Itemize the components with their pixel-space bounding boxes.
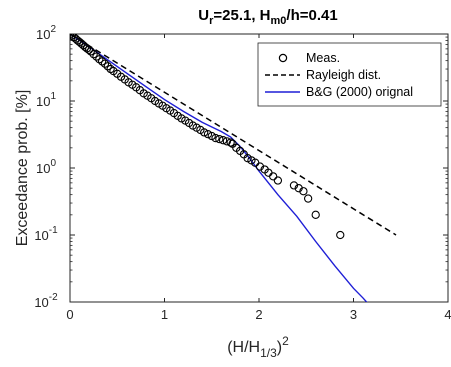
title-part: U [198, 7, 209, 24]
legend-marker-meas [278, 53, 288, 63]
y-tick-exponent: -1 [49, 225, 58, 236]
meas-point [222, 137, 232, 146]
y-tick-base: 10 [34, 295, 48, 310]
legend-label-rayleigh: Rayleigh dist. [306, 68, 381, 82]
title-part: /h=0.41 [286, 7, 337, 24]
y-tick-base: 10 [36, 161, 50, 176]
meas-point [218, 136, 228, 145]
meas-point [273, 176, 283, 185]
y-axis-label: Exceedance prob. [%] [14, 90, 31, 247]
meas-point [299, 187, 308, 196]
x-tick-label: 0 [66, 307, 73, 322]
legend-label-bg2000: B&G (2000) orignal [306, 85, 413, 99]
meas-point [200, 128, 209, 137]
y-tick-label: 102 [36, 24, 56, 42]
meas-point [269, 172, 278, 181]
xlabel-part: (H/H [227, 339, 260, 356]
meas-point [89, 50, 98, 59]
meas-point [289, 181, 299, 190]
legend-label-meas: Meas. [306, 51, 340, 65]
series-layer [70, 34, 397, 302]
x-tick-label: 3 [350, 307, 357, 322]
x-tick-label: 2 [255, 307, 262, 322]
y-tick-label: 10-2 [34, 292, 58, 310]
meas-point [203, 129, 213, 139]
y-tick-exponent: 1 [50, 91, 56, 102]
title-part: m0 [271, 15, 287, 27]
legend-box [257, 42, 442, 107]
y-tick-base: 10 [36, 27, 50, 42]
x-tick-labels: 0 1 2 3 4 [66, 307, 451, 322]
x-tick-label: 1 [161, 307, 168, 322]
legend: Meas. Rayleigh dist. B&G (2000) orignal [257, 42, 442, 107]
xlabel-part: 1/3 [260, 346, 277, 360]
meas-point [103, 62, 112, 71]
y-tick-label: 101 [36, 91, 56, 109]
series-rayleigh-line [70, 34, 397, 236]
meas-point [86, 47, 95, 56]
x-axis-label: (H/H1/3)2 [227, 334, 289, 360]
meas-point [215, 134, 224, 144]
meas-point [211, 133, 220, 143]
xlabel-part: ) [277, 339, 282, 356]
meas-point [84, 45, 94, 54]
meas-point [311, 210, 320, 219]
meas-point [303, 194, 313, 203]
y-tick-label: 10-1 [34, 225, 58, 243]
meas-point [92, 52, 101, 61]
y-tick-exponent: 2 [50, 24, 56, 35]
y-tick-base: 10 [34, 228, 48, 243]
meas-point [336, 230, 345, 240]
y-tick-base: 10 [36, 94, 50, 109]
title-part: =25.1, H [213, 7, 270, 24]
x-tick-label: 4 [444, 307, 451, 322]
meas-point [100, 59, 110, 68]
xlabel-part: 2 [282, 334, 289, 348]
y-tick-exponent: -2 [49, 292, 58, 303]
meas-point [255, 162, 265, 171]
title-part: r [209, 15, 214, 27]
chart-title: Ur=25.1, Hm0/h=0.41 [198, 7, 337, 27]
meas-point [226, 138, 235, 147]
y-tick-exponent: 0 [50, 158, 56, 169]
y-tick-label: 100 [36, 158, 56, 176]
meas-point [97, 57, 107, 66]
axis-ticks [69, 33, 449, 303]
